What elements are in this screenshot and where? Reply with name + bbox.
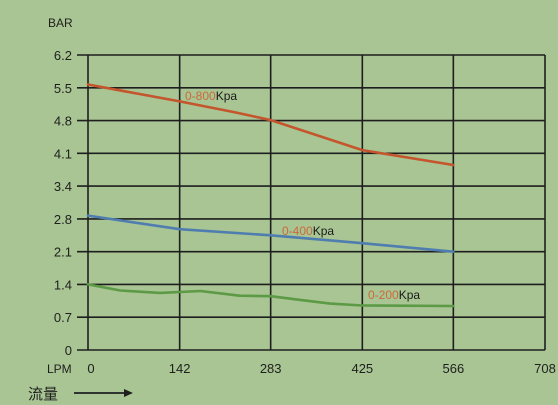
- series-line-0-200kpa: [86, 283, 455, 308]
- y-axis-ticks: 0 0.7 1.4 2.1 2.8 3.4 4.1 4.8 5.5 6.2: [54, 48, 72, 358]
- series-lines: [86, 83, 455, 308]
- arrow-right-icon: [74, 389, 133, 397]
- grid: [77, 54, 546, 351]
- y-tick-label: 4.8: [54, 114, 72, 129]
- x-axis-secondary-title: 流量: [28, 385, 58, 403]
- x-axis-ticks: 0 142 283 425 566 708: [87, 361, 555, 376]
- x-axis-title: LPM: [47, 362, 72, 376]
- x-tick-label: 283: [260, 361, 282, 376]
- y-tick-label: 2.8: [54, 212, 72, 227]
- y-tick-label: 4.1: [54, 146, 72, 161]
- y-tick-label: 0.7: [54, 310, 72, 325]
- x-tick-label: 425: [351, 361, 373, 376]
- series-label-0-800kpa: 0-800Kpa: [185, 89, 237, 103]
- x-tick-label: 708: [534, 361, 556, 376]
- y-tick-label: 6.2: [54, 48, 72, 63]
- y-tick-label: 2.1: [54, 245, 72, 260]
- series-label-0-200kpa: 0-200Kpa: [368, 288, 420, 302]
- x-tick-label: 0: [87, 361, 94, 376]
- x-tick-label: 142: [169, 361, 191, 376]
- y-tick-label: 1.4: [54, 277, 72, 292]
- y-tick-label: 0: [65, 343, 72, 358]
- y-tick-label: 5.5: [54, 81, 72, 96]
- y-axis-title: BAR: [48, 16, 73, 30]
- series-labels: 0-800Kpa 0-400Kpa 0-200Kpa: [185, 89, 420, 302]
- series-line-0-800kpa: [86, 83, 455, 167]
- x-tick-label: 566: [442, 361, 464, 376]
- series-line-0-400kpa: [86, 214, 455, 253]
- y-tick-label: 3.4: [54, 179, 72, 194]
- series-label-0-400kpa: 0-400Kpa: [282, 224, 334, 238]
